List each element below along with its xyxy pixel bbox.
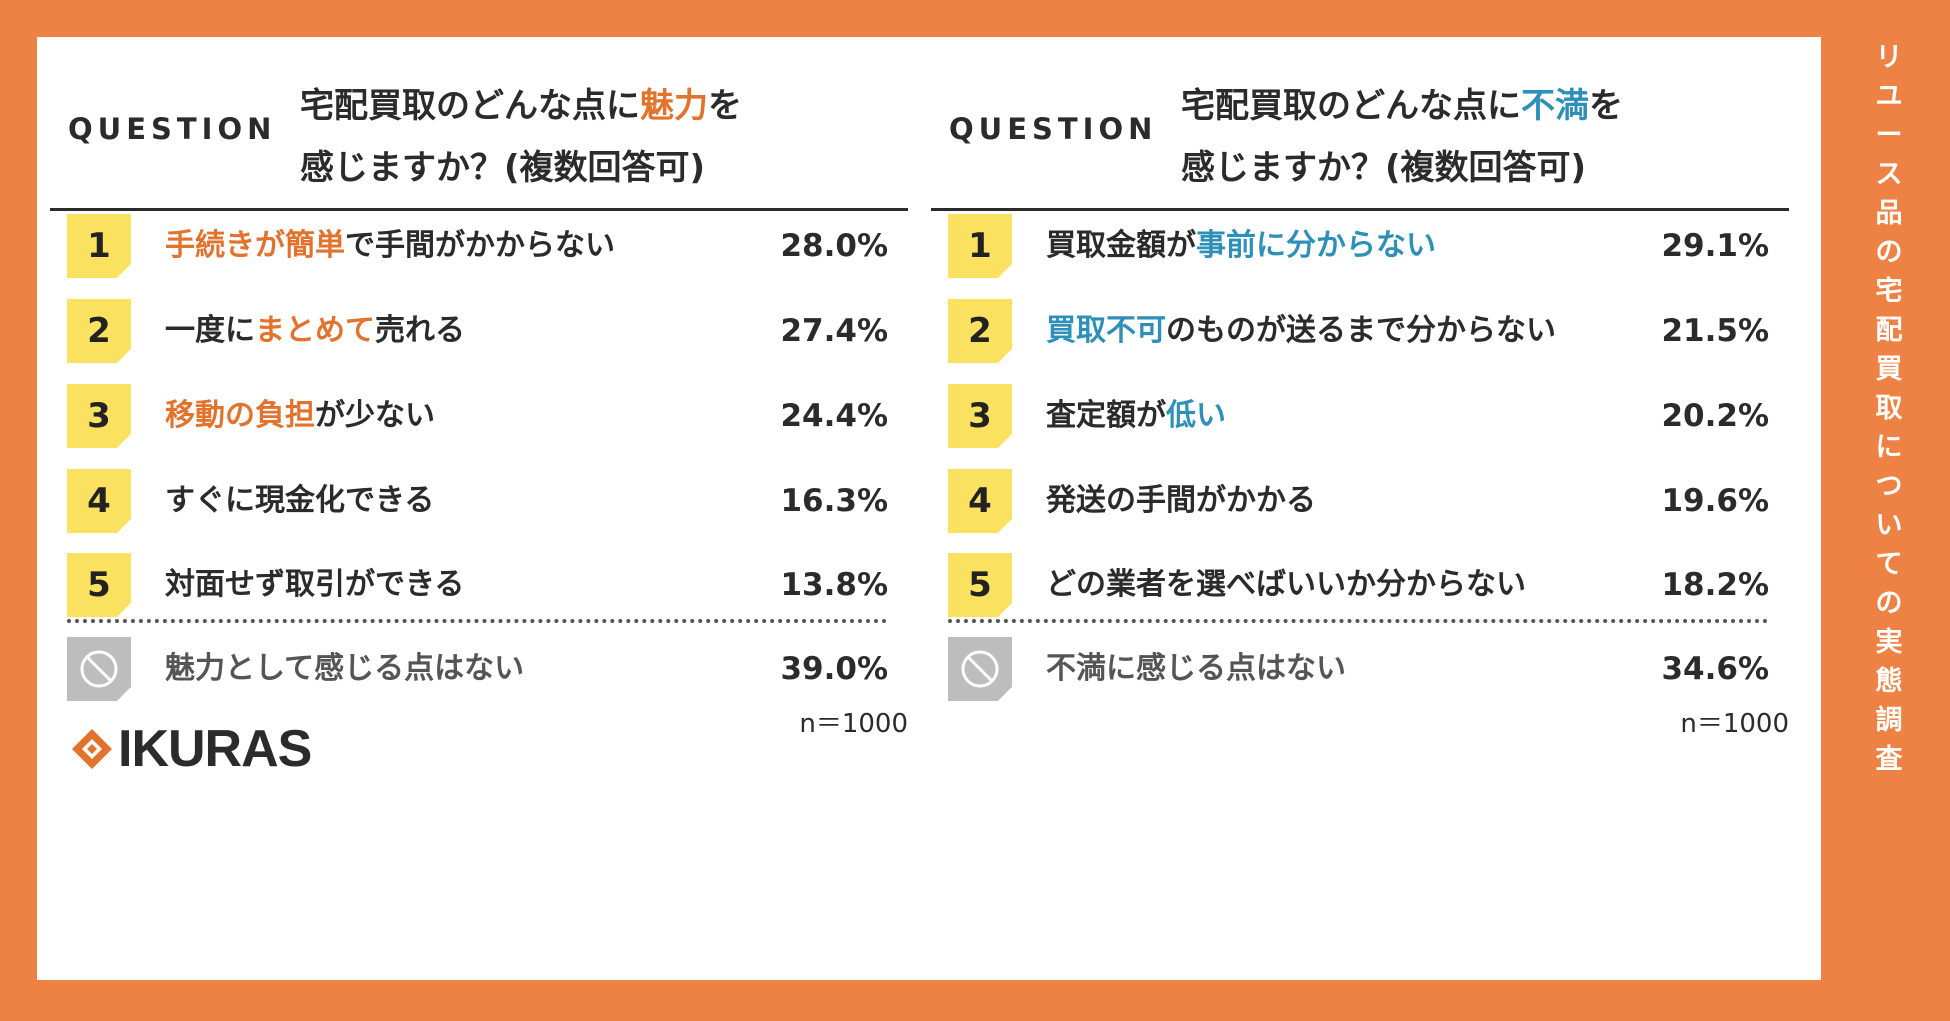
row-label-pre: 一度に xyxy=(165,313,255,348)
row-label-pre: 査定額が xyxy=(1046,398,1166,433)
row-percent: 13.8% xyxy=(780,567,888,603)
rank-badge: 2 xyxy=(67,299,131,363)
dotted-divider xyxy=(948,619,1768,623)
row-label-highlight: 移動の負担 xyxy=(165,398,315,433)
row-label-highlight: 低い xyxy=(1166,398,1226,433)
question-label: QUESTION xyxy=(68,112,277,146)
row-label: 移動の負担が少ない xyxy=(165,384,435,448)
question-text: 宅配買取のどんな点に魅力を 感じますか？(複数回答可) xyxy=(300,75,900,199)
rank-row-3: 3 査定額が低い 20.2% xyxy=(931,384,1789,448)
row-label: 発送の手間がかかる xyxy=(1046,469,1316,533)
row-label-pre: すぐに現金化できる xyxy=(165,483,435,518)
question-label: QUESTION xyxy=(949,112,1158,146)
row-label-post: 売れる xyxy=(375,313,465,348)
row-label: 買取金額が事前に分からない xyxy=(1046,214,1436,278)
none-label: 魅力として感じる点はない xyxy=(165,651,525,686)
row-label: すぐに現金化できる xyxy=(165,469,434,533)
rank-row-5: 5 対面せず取引ができる 13.8% xyxy=(50,553,908,617)
row-label-highlight: 事前に分からない xyxy=(1196,228,1436,263)
rank-row-2: 2 買取不可のものが送るまで分からない 21.5% xyxy=(931,299,1789,363)
rank-row-5: 5 どの業者を選べばいいか分からない 18.2% xyxy=(931,553,1789,617)
question-text-post: を xyxy=(708,86,742,126)
row-label: 手続きが簡単で手間がかからない xyxy=(165,214,615,278)
ikuras-logo-icon xyxy=(72,729,112,769)
prohibited-icon xyxy=(67,637,131,701)
row-percent: 24.4% xyxy=(780,398,888,434)
logo-text: IKURAS xyxy=(118,720,312,778)
rank-row-2: 2 一度にまとめて売れる 27.4% xyxy=(50,299,908,363)
row-label-pre: 買取金額が xyxy=(1046,228,1196,263)
row-percent: 27.4% xyxy=(780,313,888,349)
row-percent: 21.5% xyxy=(1661,313,1769,349)
rank-badge: 4 xyxy=(948,469,1012,533)
row-label: 買取不可のものが送るまで分からない xyxy=(1046,299,1556,363)
question-text-line2: 感じますか？(複数回答可) xyxy=(300,148,706,188)
row-label-highlight: 手続きが簡単 xyxy=(165,228,345,263)
question-text-post: を xyxy=(1589,86,1623,126)
rank-badge: 3 xyxy=(67,384,131,448)
header-rule xyxy=(50,208,908,211)
row-label-pre: どの業者を選べばいいか分からない xyxy=(1046,567,1526,602)
row-percent: 28.0% xyxy=(780,228,888,264)
rank-row-1: 1 買取金額が事前に分からない 29.1% xyxy=(931,214,1789,278)
header-rule xyxy=(931,208,1789,211)
rank-row-4: 4 発送の手間がかかる 19.6% xyxy=(931,469,1789,533)
row-label: 一度にまとめて売れる xyxy=(165,299,465,363)
row-label-pre: 対面せず取引ができる xyxy=(165,567,465,602)
rank-badge: 1 xyxy=(67,214,131,278)
rank-badge: 2 xyxy=(948,299,1012,363)
row-label: どの業者を選べばいいか分からない xyxy=(1046,553,1526,617)
row-percent: 16.3% xyxy=(780,483,888,519)
row-label: 査定額が低い xyxy=(1046,384,1226,448)
question-text: 宅配買取のどんな点に不満を 感じますか？(複数回答可) xyxy=(1181,75,1781,199)
row-label: 対面せず取引ができる xyxy=(165,553,464,617)
row-label-post: が少ない xyxy=(315,398,435,433)
rank-badge: 3 xyxy=(948,384,1012,448)
rank-badge: 1 xyxy=(948,214,1012,278)
question-text-pre: 宅配買取のどんな点に xyxy=(300,86,640,126)
rank-badge: 4 xyxy=(67,469,131,533)
rank-badge: 5 xyxy=(67,553,131,617)
none-percent: 34.6% xyxy=(1661,651,1769,687)
question-highlight: 魅力 xyxy=(640,86,708,126)
row-label-post: のものが送るまで分からない xyxy=(1166,313,1556,348)
row-percent: 19.6% xyxy=(1661,483,1769,519)
question-highlight: 不満 xyxy=(1521,86,1589,126)
row-label-highlight: まとめて xyxy=(255,313,375,348)
dissatisfaction-panel: QUESTION 宅配買取のどんな点に不満を 感じますか？(複数回答可) 1 買… xyxy=(931,37,1789,980)
row-label-pre: 発送の手間がかかる xyxy=(1046,483,1316,518)
ikuras-logo: IKURAS xyxy=(70,719,312,779)
none-row: 不満に感じる点はない 34.6% xyxy=(931,637,1789,701)
row-label-post: で手間がかからない xyxy=(345,228,615,263)
question-text-pre: 宅配買取のどんな点に xyxy=(1181,86,1521,126)
row-percent: 18.2% xyxy=(1661,567,1769,603)
side-title: リユース品の宅配買取についての実態調査 xyxy=(1875,42,1903,775)
prohibited-icon xyxy=(948,637,1012,701)
rank-badge: 5 xyxy=(948,553,1012,617)
rank-row-4: 4 すぐに現金化できる 16.3% xyxy=(50,469,908,533)
none-row: 魅力として感じる点はない 39.0% xyxy=(50,637,908,701)
rank-row-1: 1 手続きが簡単で手間がかからない 28.0% xyxy=(50,214,908,278)
sample-size: n＝1000 xyxy=(1680,709,1789,739)
row-label-highlight: 買取不可 xyxy=(1046,313,1166,348)
row-percent: 20.2% xyxy=(1661,398,1769,434)
question-text-line2: 感じますか？(複数回答可) xyxy=(1181,148,1587,188)
none-label: 不満に感じる点はない xyxy=(1046,651,1346,686)
none-percent: 39.0% xyxy=(780,651,888,687)
rank-row-3: 3 移動の負担が少ない 24.4% xyxy=(50,384,908,448)
survey-card: QUESTION 宅配買取のどんな点に魅力を 感じますか？(複数回答可) 1 手… xyxy=(37,37,1821,980)
row-percent: 29.1% xyxy=(1661,228,1769,264)
sample-size: n＝1000 xyxy=(799,709,908,739)
attraction-panel: QUESTION 宅配買取のどんな点に魅力を 感じますか？(複数回答可) 1 手… xyxy=(50,37,908,980)
dotted-divider xyxy=(67,619,887,623)
